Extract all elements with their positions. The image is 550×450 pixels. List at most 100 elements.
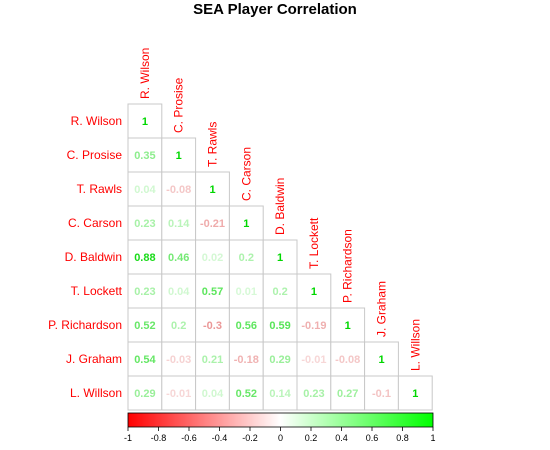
cell-c-prosise-r-wilson — [127, 137, 163, 173]
cell-value: 0.56 — [236, 320, 257, 332]
cell-value: 1 — [345, 320, 351, 332]
chart-title: SEA Player Correlation — [193, 1, 357, 18]
cell-t-lockett-t-lockett — [296, 273, 332, 309]
row-label-j-graham: J. Graham — [66, 352, 122, 366]
cell-value: 0.88 — [134, 252, 155, 264]
cell-value: 1 — [243, 218, 249, 230]
row-label-l-willson: L. Willson — [70, 386, 122, 400]
cell-value: 0.59 — [269, 320, 290, 332]
column-label-r-wilson: R. Wilson — [138, 48, 152, 99]
cell-t-lockett-c-carson — [228, 273, 264, 309]
cell-value: 0.2 — [272, 286, 287, 298]
cell-value: 0.23 — [134, 218, 155, 230]
cell-value: 0.54 — [134, 354, 156, 366]
colorbar-tick-label: -0.8 — [151, 433, 167, 443]
cell-value: 1 — [209, 184, 215, 196]
cell-value: -0.08 — [166, 184, 191, 196]
cell-value: 0.29 — [134, 388, 155, 400]
cell-l-willson-t-lockett — [296, 375, 332, 411]
cell-value: 0.2 — [239, 252, 254, 264]
column-label-c-carson: C. Carson — [239, 147, 253, 201]
cell-value: 0.14 — [168, 218, 190, 230]
row-label-c-carson: C. Carson — [68, 216, 122, 230]
cell-value: -0.3 — [203, 320, 222, 332]
cell-d-baldwin-c-carson — [228, 239, 264, 275]
cell-value: 1 — [176, 150, 182, 162]
column-label-t-rawls: T. Rawls — [206, 122, 220, 167]
cell-value: 0.01 — [236, 286, 257, 298]
colorbar-tick-label: -0.4 — [212, 433, 228, 443]
cell-j-graham-r-wilson — [127, 341, 163, 377]
colorbar-tick-label: 0 — [278, 433, 283, 443]
cell-value: -0.21 — [200, 218, 225, 230]
cell-t-lockett-r-wilson — [127, 273, 163, 309]
row-label-r-wilson: R. Wilson — [71, 114, 122, 128]
cell-value: 0.29 — [269, 354, 290, 366]
cell-value: -0.08 — [335, 354, 360, 366]
cell-value: 0.14 — [269, 388, 291, 400]
cell-value: 0.35 — [134, 150, 155, 162]
cell-value: 0.04 — [168, 286, 190, 298]
cell-t-lockett-c-prosise — [161, 273, 197, 309]
cell-value: 0.57 — [202, 286, 223, 298]
row-label-t-lockett: T. Lockett — [71, 284, 123, 298]
column-label-p-richardson: P. Richardson — [341, 229, 355, 303]
cell-l-willson-d-baldwin — [262, 375, 298, 411]
correlation-cells: 1 0.35 1 0.04 -0.08 1 0.23 0.14 -0.21 1 0.88 0.46 0.… — [127, 103, 433, 411]
color-legend: -1 -0.8 -0.6 -0.4 -0.2 0 0.2 0.4 0.6 0.8 1 — [124, 412, 436, 443]
cell-value: 0.23 — [303, 388, 324, 400]
cell-value: 0.23 — [134, 286, 155, 298]
cell-value: -0.01 — [301, 354, 326, 366]
cell-d-baldwin-c-prosise — [161, 239, 197, 275]
colorbar-tick-label: -1 — [124, 433, 132, 443]
cell-value: -0.03 — [166, 354, 191, 366]
row-label-c-prosise: C. Prosise — [67, 148, 123, 162]
cell-value: 0.27 — [337, 388, 358, 400]
colorbar-tick-label: 0.8 — [396, 433, 409, 443]
cell-value: 0.04 — [202, 388, 224, 400]
column-label-c-prosise: C. Prosise — [172, 77, 186, 133]
cell-value: 1 — [378, 354, 384, 366]
column-label-t-lockett: T. Lockett — [307, 217, 321, 269]
column-label-d-baldwin: D. Baldwin — [273, 178, 287, 235]
cell-value: 0.04 — [134, 184, 156, 196]
cell-p-richardson-r-wilson — [127, 307, 163, 343]
cell-value: 0.52 — [236, 388, 257, 400]
colorbar-tick-label: 0.4 — [335, 433, 348, 443]
cell-value: 0.21 — [202, 354, 223, 366]
cell-c-carson-c-prosise — [161, 205, 197, 241]
column-labels: R. Wilson C. Prosise T. Rawls C. Carson D. B… — [138, 48, 422, 371]
cell-value: 1 — [277, 252, 283, 264]
colorbar-tick-label: 0.6 — [366, 433, 379, 443]
row-label-d-baldwin: D. Baldwin — [65, 250, 122, 264]
cell-value: 0.2 — [171, 320, 186, 332]
cell-value: 0.46 — [168, 252, 189, 264]
cell-l-willson-l-willson — [397, 375, 433, 411]
cell-value: 1 — [142, 116, 148, 128]
column-label-j-graham: J. Graham — [375, 281, 389, 337]
cell-j-graham-j-graham — [364, 341, 399, 377]
column-label-l-willson: L. Willson — [408, 319, 422, 371]
cell-value: 0.52 — [134, 320, 155, 332]
cell-value: -0.19 — [301, 320, 326, 332]
colorbar-gradient — [127, 412, 434, 428]
cell-c-carson-c-carson — [228, 205, 264, 241]
cell-t-lockett-d-baldwin — [262, 273, 298, 309]
cell-l-willson-c-prosise — [161, 375, 197, 411]
row-label-t-rawls: T. Rawls — [77, 182, 122, 196]
cell-l-willson-c-carson — [228, 375, 264, 411]
cell-value: -0.1 — [372, 388, 391, 400]
cell-r-wilson-r-wilson — [127, 103, 163, 139]
cell-value: 1 — [311, 286, 317, 298]
cell-value: 0.02 — [202, 252, 223, 264]
cell-value: -0.01 — [166, 388, 191, 400]
cell-p-richardson-c-prosise — [161, 307, 197, 343]
cell-value: 1 — [412, 388, 418, 400]
colorbar-tick-label: -0.6 — [181, 433, 197, 443]
cell-l-willson-r-wilson — [127, 375, 163, 411]
colorbar-tick-label: 1 — [430, 433, 435, 443]
colorbar-tick-label: 0.2 — [305, 433, 318, 443]
cell-value: -0.18 — [234, 354, 259, 366]
cell-p-richardson-t-lockett — [296, 307, 332, 343]
